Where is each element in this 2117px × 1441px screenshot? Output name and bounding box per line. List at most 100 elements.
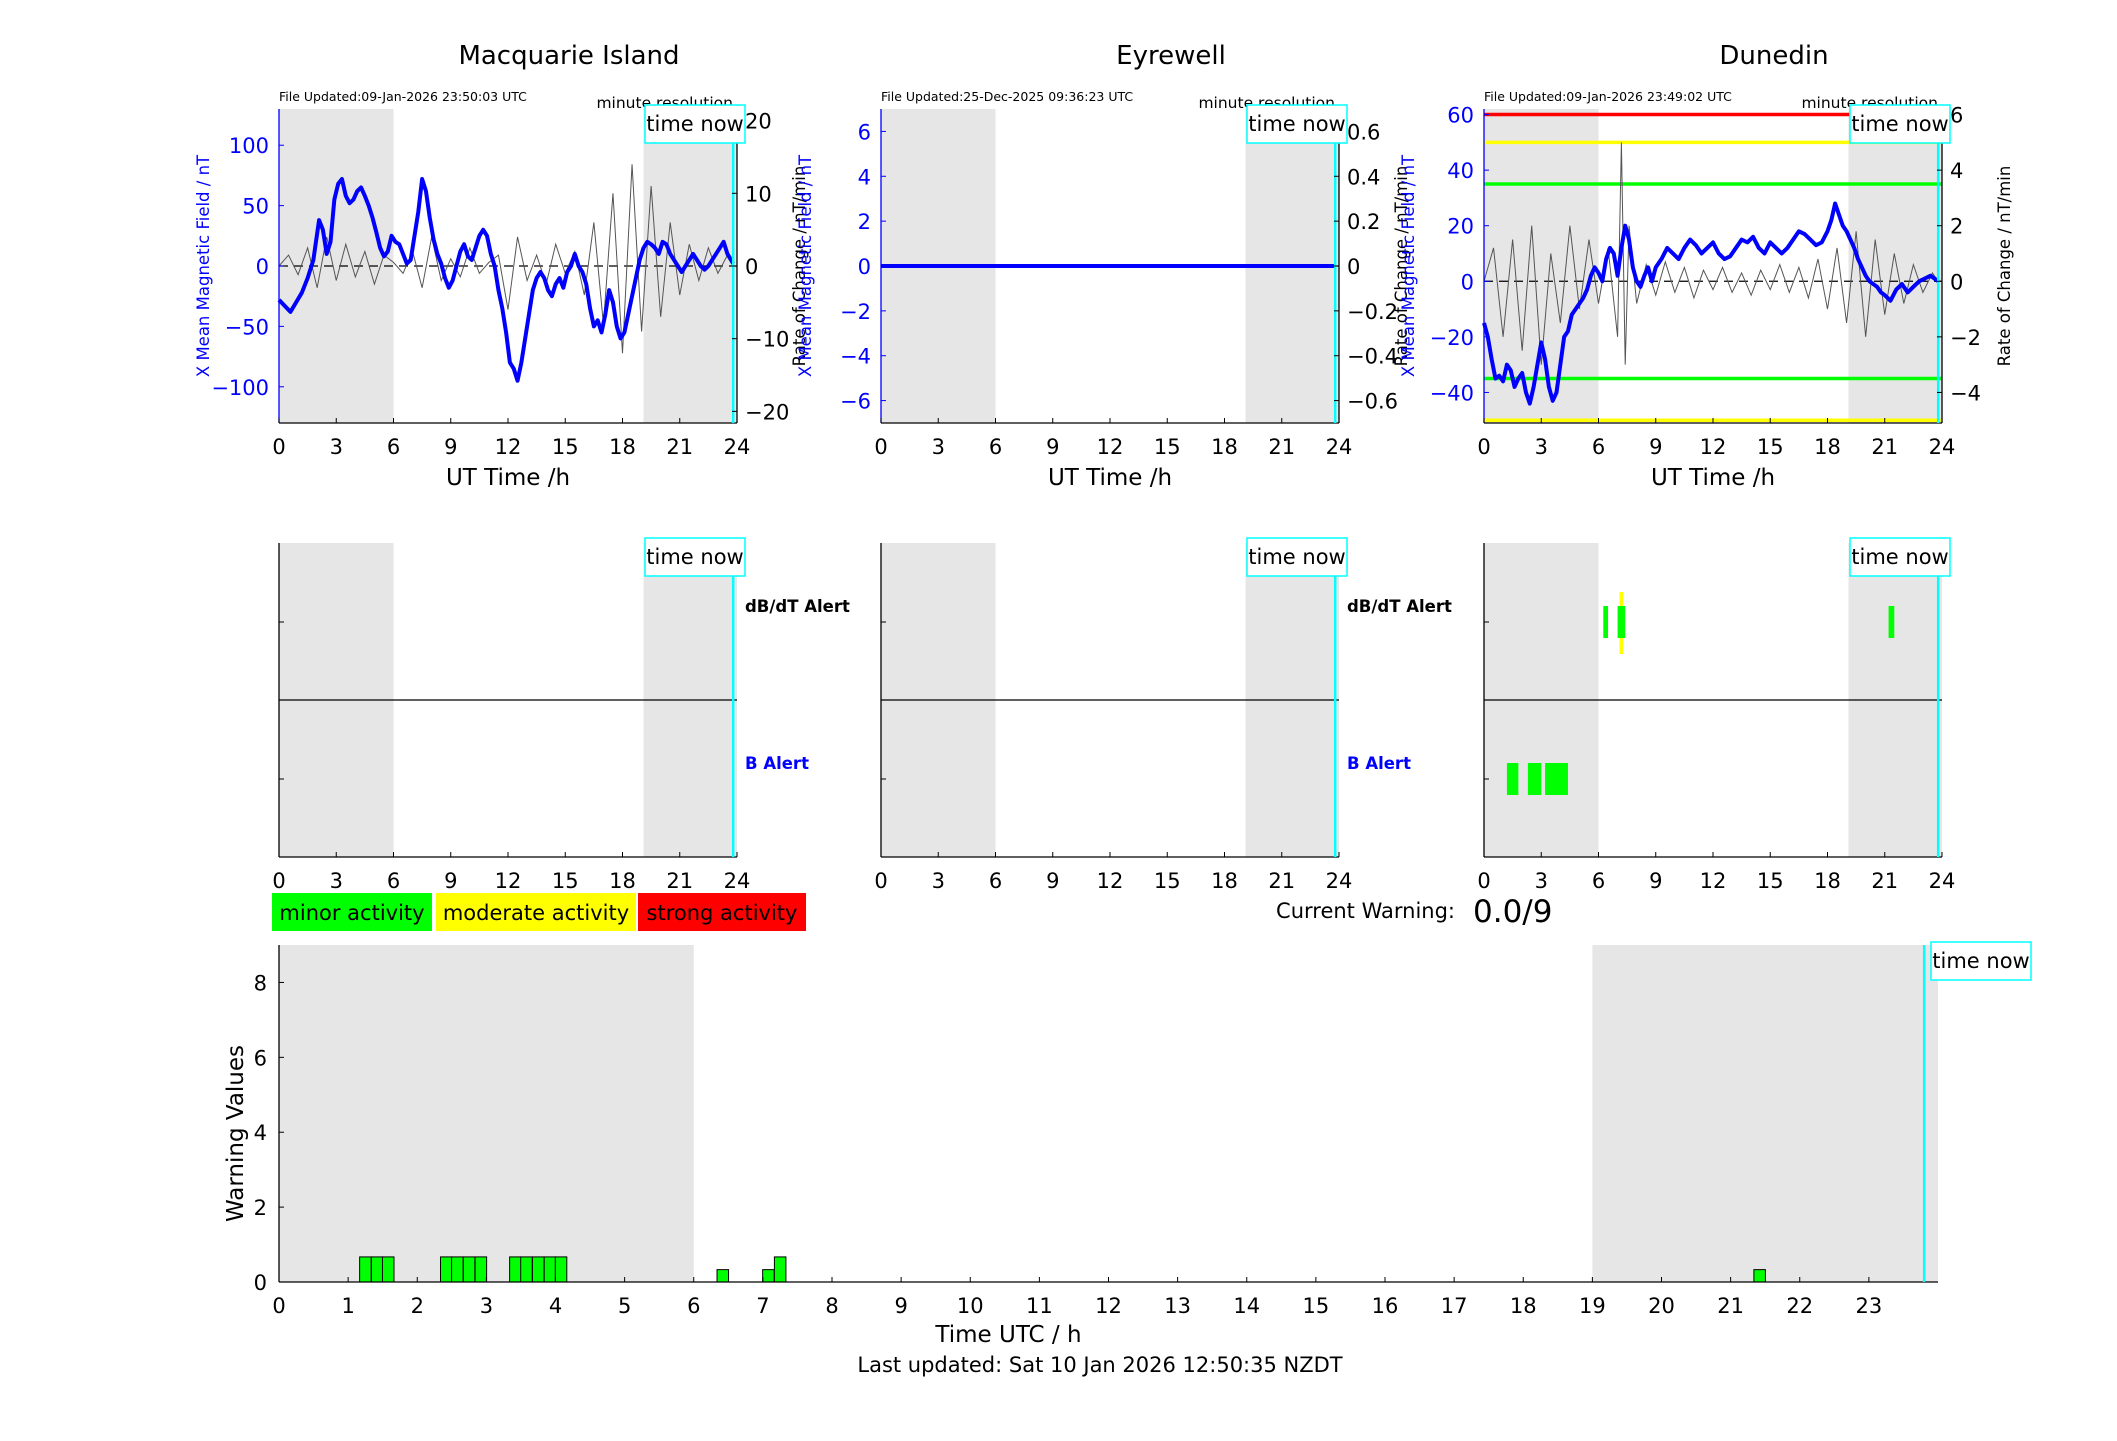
x-tick-label: 24 — [1929, 435, 1956, 459]
x-axis-label: Time UTC / h — [934, 1322, 1081, 1348]
dbdt-alert-label: dB/dT Alert — [745, 597, 850, 616]
y-tick-label: 100 — [229, 134, 269, 158]
x-tick-label: 14 — [1233, 1294, 1260, 1318]
file-updated: File Updated:25-Dec-2025 09:36:23 UTC — [881, 89, 1133, 104]
y-axis-label: X Mean Magnetic Field / nT — [796, 154, 815, 377]
station-title: Macquarie Island — [458, 41, 679, 71]
x-tick-label: 3 — [932, 869, 945, 893]
rate-of-change-line — [278, 164, 734, 354]
y2-tick-label: 0.6 — [1347, 120, 1380, 144]
x-axis-label: UT Time /h — [446, 465, 570, 491]
y-tick-label: 0 — [858, 255, 871, 279]
x-tick-label: 1 — [341, 1294, 354, 1318]
x-tick-label: 11 — [1026, 1294, 1053, 1318]
x-tick-label: 24 — [1929, 869, 1956, 893]
y-tick-label: −50 — [225, 315, 269, 339]
warning-bar — [554, 1256, 568, 1283]
x-tick-label: 0 — [874, 869, 887, 893]
x-tick-label: 12 — [1095, 1294, 1122, 1318]
warning-bar — [1753, 1269, 1766, 1283]
x-tick-label: 6 — [687, 1294, 700, 1318]
x-tick-label: 0 — [874, 435, 887, 459]
dbdt-alert-bar — [1617, 606, 1626, 638]
eyrewell-field-panel: 0 3 6 9 12 15 18 21 24−6−4−20246−0.6−0.4−0.200.2… — [796, 41, 1411, 491]
night-shade — [1484, 109, 1599, 423]
x-tick-label: 21 — [1871, 435, 1898, 459]
y2-tick-label: 10 — [745, 182, 772, 206]
y2-tick-label: −2 — [1950, 326, 1981, 350]
x-tick-label: 9 — [894, 1294, 907, 1318]
x-tick-label: 24 — [1326, 435, 1353, 459]
x-tick-label: 19 — [1579, 1294, 1606, 1318]
warning-bar — [381, 1256, 395, 1283]
x-tick-label: 18 — [1510, 1294, 1537, 1318]
x-tick-label: 12 — [1097, 435, 1124, 459]
legend-swatch-strong — [638, 893, 806, 931]
time-now-box — [1849, 537, 1951, 577]
y-tick-label: −40 — [1430, 381, 1474, 405]
x-tick-label: 17 — [1441, 1294, 1468, 1318]
time-now-label: time now — [1851, 112, 1948, 136]
x-tick-label: 6 — [1592, 435, 1605, 459]
warning-bar — [520, 1256, 533, 1283]
x-tick-label: 18 — [1211, 435, 1238, 459]
mean-field-line — [277, 177, 735, 383]
dbdt-alert-bar — [1888, 606, 1895, 638]
x-tick-label: 12 — [1700, 869, 1727, 893]
x-tick-label: 22 — [1786, 1294, 1813, 1318]
x-tick-label: 10 — [957, 1294, 984, 1318]
x-tick-label: 18 — [609, 435, 636, 459]
macquarie-alert-panel: 0 3 6 9 12 15 18 21 24 dB/dT Alert B Alert — [272, 543, 850, 893]
x-tick-label: 15 — [1154, 869, 1181, 893]
dunedin-alert-panel: 0 3 6 9 12 15 18 21 24 — [1477, 543, 1955, 893]
x-tick-label: 2 — [411, 1294, 424, 1318]
x-tick-label: 21 — [1717, 1294, 1744, 1318]
mean-field-line — [1482, 201, 1940, 406]
y-tick-label: −6 — [840, 390, 871, 414]
legend-swatch-moderate — [436, 893, 636, 931]
y2-tick-label: 0 — [1347, 255, 1360, 279]
time-now-box — [1849, 104, 1951, 144]
time-now-label: time now — [1932, 949, 2029, 973]
x-tick-label: 9 — [444, 435, 457, 459]
x-tick-label: 21 — [1268, 435, 1295, 459]
y-tick-label: 4 — [858, 165, 871, 189]
b-alert-label: B Alert — [745, 754, 809, 773]
y-axis-label: X Mean Magnetic Field / nT — [194, 154, 213, 377]
x-tick-label: 15 — [1757, 869, 1784, 893]
warning-bar — [440, 1256, 453, 1283]
current-warning-value: 0.0/9 — [1473, 894, 1552, 930]
last-updated: Last updated: Sat 10 Jan 2026 12:50:35 N… — [857, 1353, 1342, 1377]
y-tick-label: 20 — [1447, 215, 1474, 239]
x-tick-label: 0 — [1477, 435, 1490, 459]
x-tick-label: 12 — [495, 869, 522, 893]
time-now-label: time now — [646, 112, 743, 136]
y-tick-label: −2 — [840, 300, 871, 324]
time-now-box — [644, 104, 746, 144]
x-tick-label: 15 — [1303, 1294, 1330, 1318]
time-now-box — [1246, 537, 1348, 577]
y2-axis-label: Rate of Change / nT/min — [1995, 166, 2014, 367]
legend-label: strong activity — [647, 901, 798, 925]
x-tick-label: 18 — [1814, 435, 1841, 459]
warning-bar — [716, 1269, 730, 1283]
x-tick-label: 24 — [724, 435, 751, 459]
night-shade — [1848, 109, 1942, 423]
x-tick-label: 18 — [1211, 869, 1238, 893]
x-tick-label: 6 — [989, 869, 1002, 893]
x-tick-label: 16 — [1372, 1294, 1399, 1318]
warning-bar — [359, 1256, 372, 1283]
x-tick-label: 0 — [272, 435, 285, 459]
x-tick-label: 0 — [272, 1294, 285, 1318]
x-tick-label: 4 — [549, 1294, 562, 1318]
x-tick-label: 3 — [480, 1294, 493, 1318]
y-tick-label: 6 — [254, 1046, 267, 1070]
x-tick-label: 6 — [1592, 869, 1605, 893]
warning-bar — [531, 1256, 545, 1283]
warning-bar — [543, 1256, 557, 1283]
y2-tick-label: −4 — [1950, 381, 1981, 405]
y-tick-label: 8 — [254, 971, 267, 995]
y2-tick-label: 0 — [1950, 270, 1963, 294]
y-tick-label: −4 — [840, 345, 871, 369]
